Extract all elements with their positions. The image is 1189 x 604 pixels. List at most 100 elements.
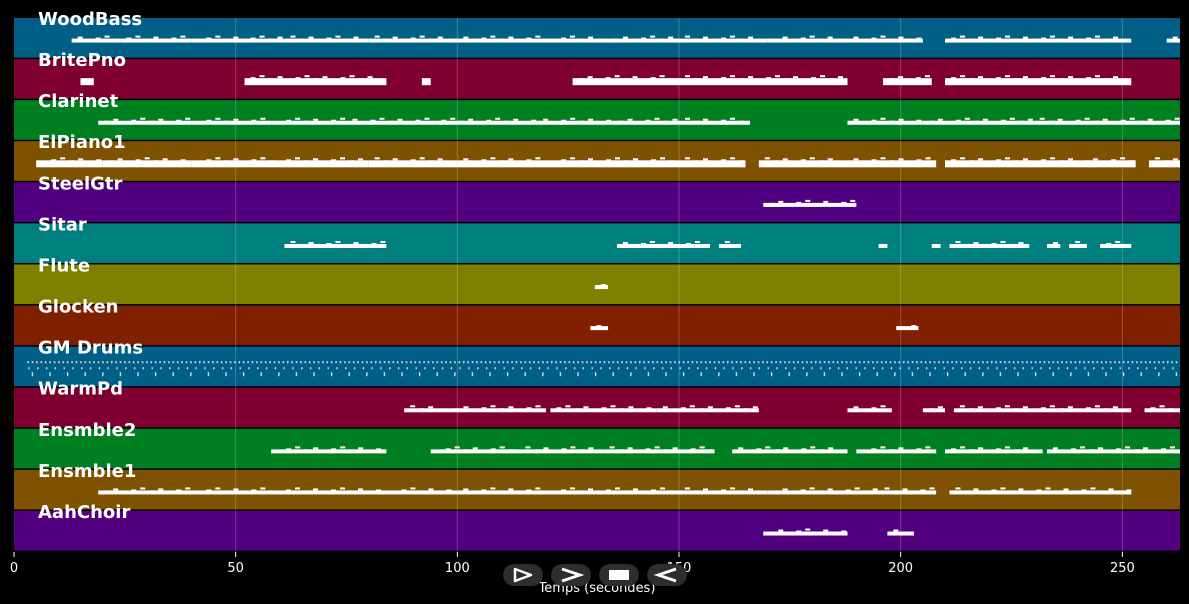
track-bands [14,18,1180,551]
track-band-10 [14,428,1180,469]
track-label-6: Flute [38,255,90,276]
note-segment-1-4 [679,75,848,86]
note-segment-11-6 [679,487,768,495]
stop-icon [609,570,629,580]
note-segment-1-5 [882,75,932,86]
note-segment-3-10 [945,157,1079,168]
note-segment-5-0 [284,240,387,248]
note-segment-9-7 [1144,405,1180,413]
note-segment-0-7 [546,35,609,43]
note-segment-0-4 [284,35,369,43]
note-segment-11-8 [878,487,937,495]
note-segment-9-5 [922,406,946,413]
note-segment-0-12 [945,35,1132,43]
note-segment-3-0 [36,157,103,168]
note-segment-0-0 [71,35,121,43]
x-tick-label-1: 50 [227,561,244,576]
note-segment-10-0 [271,446,387,454]
track-label-0: WoodBass [38,9,142,30]
note-segment-2-0 [98,117,192,125]
note-segment-0-13 [1166,36,1180,43]
note-segment-0-3 [244,35,285,43]
track-band-8 [14,346,1180,387]
note-segment-3-5 [457,157,547,168]
note-segment-11-0 [98,487,192,495]
note-segment-0-10 [767,35,848,43]
note-segment-0-1 [120,35,192,43]
forward-button[interactable] [551,564,591,586]
track-band-12 [14,510,1180,551]
note-segment-3-3 [280,157,369,168]
note-segment-11-1 [191,487,281,495]
note-segment-10-1 [430,446,520,454]
x-tick-label-4: 200 [888,561,913,576]
note-segment-2-10 [1033,117,1180,125]
note-segment-2-3 [346,117,436,125]
note-segment-2-4 [435,117,538,125]
note-segment-1-3 [572,75,680,86]
note-segment-7-0 [590,325,609,331]
note-segment-5-5 [949,240,1030,248]
track-label-5: Sitar [38,214,87,235]
note-segment-10-5 [856,446,937,454]
note-segment-0-9 [679,35,768,43]
note-segment-3-7 [679,157,746,168]
note-segment-0-2 [191,35,245,43]
note-segment-3-1 [102,157,192,168]
track-label-11: Ensmble1 [38,461,136,482]
note-segment-12-0 [763,528,848,536]
note-segment-3-9 [847,157,937,168]
note-segment-5-1 [616,240,711,248]
note-segment-3-2 [191,157,281,168]
note-segment-11-5 [546,487,680,495]
track-label-10: Ensmble2 [38,420,136,441]
track-band-6 [14,264,1180,305]
track-label-8: GM Drums [38,338,143,359]
note-segment-2-2 [271,117,347,125]
note-segment-3-11 [1078,157,1136,168]
note-segment-10-2 [519,446,604,454]
note-segment-0-5 [368,35,458,43]
stop-button[interactable] [599,564,639,586]
note-segment-9-2 [550,405,657,413]
track-label-3: ElPiano1 [38,132,126,153]
note-segment-2-1 [191,117,272,125]
note-segment-6-0 [594,284,609,290]
note-segment-10-7 [1046,446,1180,454]
x-tick-label-5: 250 [1110,561,1135,576]
note-segment-12-1 [887,529,914,536]
note-segment-1-0 [80,78,94,86]
note-segment-2-6 [612,117,680,125]
note-segment-3-6 [546,157,680,168]
note-segment-9-4 [847,405,892,413]
x-tick-label-2: 100 [445,561,470,576]
note-segment-5-2 [718,240,742,248]
note-segment-10-6 [945,446,1043,454]
note-segment-11-3 [386,487,458,495]
note-segment-8-0 [27,361,1178,377]
note-segment-3-8 [758,157,848,168]
note-segment-1-6 [945,75,1132,86]
note-segment-5-7 [1069,240,1087,248]
note-segment-0-11 [847,35,923,43]
play-outline-button[interactable] [503,564,543,586]
track-label-4: SteelGtr [38,173,123,194]
grid-lines [235,18,1123,552]
track-band-5 [14,223,1180,263]
rewind-button[interactable] [647,564,687,586]
track-band-9 [14,387,1180,428]
note-segment-4-0 [763,199,857,207]
note-segment-9-0 [404,405,449,413]
note-segment-5-6 [1046,241,1061,248]
track-band-4 [14,182,1180,222]
note-segment-5-4 [931,243,941,248]
note-segment-10-3 [603,446,715,454]
x-tick-label-0: 0 [10,561,18,576]
track-label-1: BritePno [38,50,126,71]
note-segment-0-6 [457,35,547,43]
note-segment-0-8 [608,35,680,43]
note-segment-10-4 [732,446,848,454]
note-segment-9-3 [656,405,759,413]
track-label-9: WarmPd [38,379,123,400]
